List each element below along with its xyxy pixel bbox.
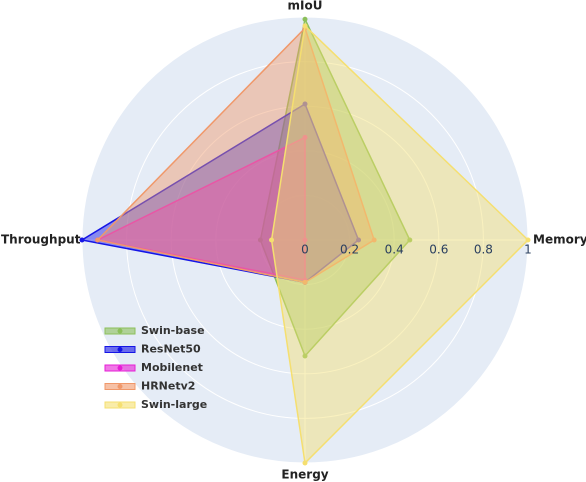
axis-label: mIoU bbox=[288, 0, 323, 13]
r-tick-label: 1 bbox=[524, 243, 532, 257]
series-marker bbox=[79, 237, 85, 243]
series-marker bbox=[302, 23, 308, 29]
r-tick-label: 0.4 bbox=[385, 243, 404, 257]
legend-label: HRNetv2 bbox=[141, 380, 195, 393]
legend-label: Swin-base bbox=[141, 324, 205, 337]
axis-label: Energy bbox=[281, 468, 328, 482]
series-marker bbox=[302, 16, 308, 22]
series-marker bbox=[371, 237, 377, 243]
legend-label: Mobilenet bbox=[141, 361, 203, 374]
legend-marker bbox=[117, 365, 123, 371]
series-marker bbox=[95, 237, 101, 243]
series-marker bbox=[269, 237, 275, 243]
axis-label: Throughput bbox=[1, 233, 81, 247]
legend-label: Swin-large bbox=[141, 398, 207, 411]
series-marker bbox=[302, 134, 308, 140]
legend-label: ResNet50 bbox=[141, 343, 201, 356]
series-marker bbox=[356, 237, 362, 243]
series-marker bbox=[407, 237, 413, 243]
series-marker bbox=[302, 237, 308, 243]
r-tick-label: 0.6 bbox=[429, 243, 448, 257]
legend-marker bbox=[117, 347, 123, 352]
legend-marker bbox=[117, 328, 123, 334]
legend-marker bbox=[117, 384, 123, 389]
series-marker bbox=[302, 101, 308, 107]
series-marker bbox=[525, 237, 531, 243]
r-tick-label: 0.2 bbox=[340, 243, 359, 257]
legend-marker bbox=[117, 402, 123, 408]
series-marker bbox=[257, 237, 263, 243]
series-marker bbox=[302, 460, 308, 466]
series-marker bbox=[302, 353, 308, 359]
r-tick-label: 0.8 bbox=[474, 243, 493, 257]
series-marker bbox=[302, 279, 308, 285]
axis-label: Memory bbox=[533, 233, 586, 247]
r-tick-label: 0 bbox=[301, 243, 309, 257]
